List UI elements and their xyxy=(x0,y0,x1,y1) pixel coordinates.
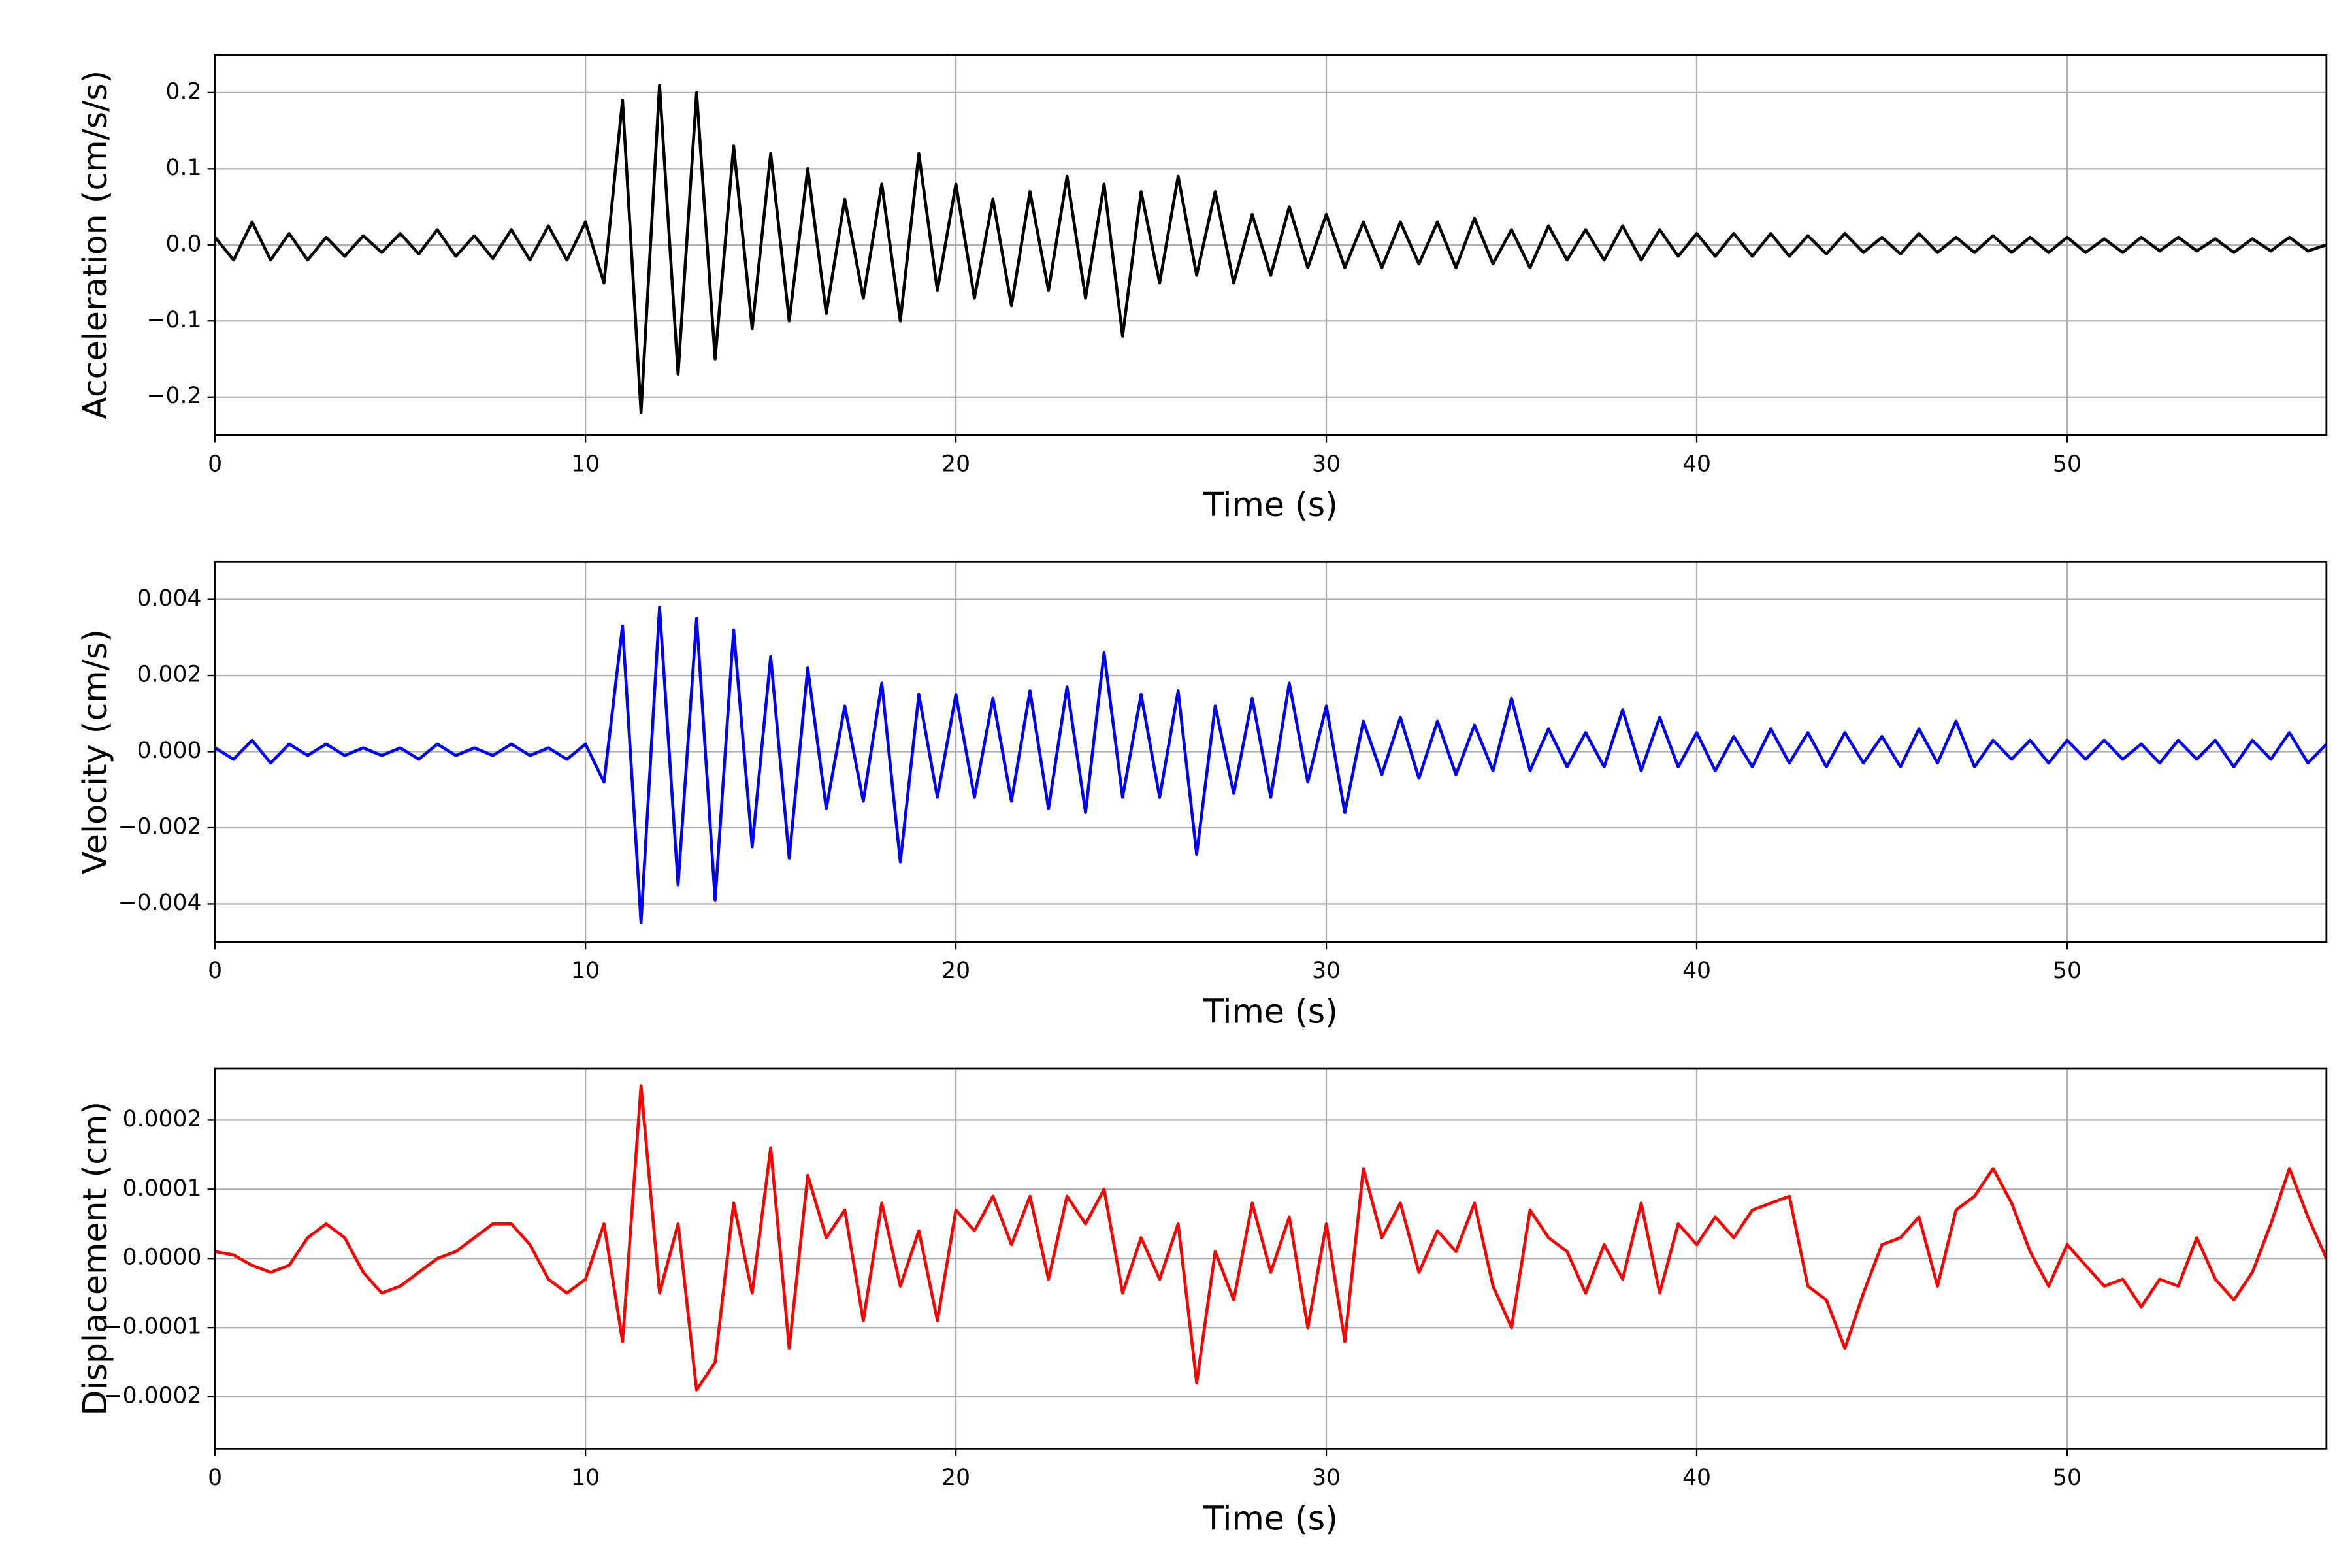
x-tick-label: 30 xyxy=(1312,1465,1341,1491)
y-tick-label: 0.0000 xyxy=(123,1245,202,1271)
y-tick-label: −0.2 xyxy=(147,383,202,409)
y-tick-label: −0.002 xyxy=(118,813,202,840)
x-tick-label: 0 xyxy=(208,958,222,984)
plot-area xyxy=(215,605,2327,924)
axes-frame xyxy=(214,560,2328,943)
y-axis-label: Displacement (cm) xyxy=(76,1102,114,1416)
y-tick-label: −0.0002 xyxy=(104,1382,202,1409)
y-tick-label: −0.1 xyxy=(147,307,202,333)
y-tick-label: 0.000 xyxy=(137,738,202,764)
y-tick-label: −0.004 xyxy=(118,890,202,916)
y-axis-label: Acceleration (cm/s/s) xyxy=(76,71,114,419)
x-axis-label: Time (s) xyxy=(1203,992,1338,1031)
x-tick-label: 10 xyxy=(571,1465,600,1491)
y-tick-label: 0.0001 xyxy=(123,1175,202,1201)
x-tick-label: 50 xyxy=(2053,958,2082,984)
x-tick-label: 50 xyxy=(2053,1465,2082,1491)
x-tick-label: 30 xyxy=(1312,451,1341,478)
y-tick-label: 0.002 xyxy=(137,662,202,688)
x-axis-label: Time (s) xyxy=(1203,485,1338,524)
y-tick-label: 0.0002 xyxy=(123,1106,202,1132)
plot-area xyxy=(215,83,2327,414)
x-tick-label: 40 xyxy=(1682,1465,1711,1491)
x-tick-label: 20 xyxy=(941,1465,970,1491)
axes-frame xyxy=(214,1067,2328,1450)
x-tick-label: 10 xyxy=(571,958,600,984)
signal-line xyxy=(215,83,2327,414)
y-tick-label: 0.1 xyxy=(166,155,202,181)
x-tick-label: 50 xyxy=(2053,451,2082,478)
x-tick-label: 20 xyxy=(941,958,970,984)
x-tick-label: 0 xyxy=(208,451,222,478)
x-tick-label: 30 xyxy=(1312,958,1341,984)
y-tick-label: −0.0001 xyxy=(104,1314,202,1340)
signal-line xyxy=(215,1084,2327,1392)
x-axis-label: Time (s) xyxy=(1203,1499,1338,1537)
signal-line xyxy=(215,605,2327,924)
y-tick-label: 0.2 xyxy=(166,78,202,105)
x-tick-label: 10 xyxy=(571,451,600,478)
y-tick-label: 0.004 xyxy=(137,585,202,612)
x-tick-label: 20 xyxy=(941,451,970,478)
y-tick-label: 0.0 xyxy=(166,231,202,257)
x-tick-label: 0 xyxy=(208,1465,222,1491)
x-tick-label: 40 xyxy=(1682,451,1711,478)
plot-area xyxy=(215,1084,2327,1392)
axes-frame xyxy=(214,54,2328,436)
y-axis-label: Velocity (cm/s) xyxy=(76,629,114,874)
x-tick-label: 40 xyxy=(1682,958,1711,984)
